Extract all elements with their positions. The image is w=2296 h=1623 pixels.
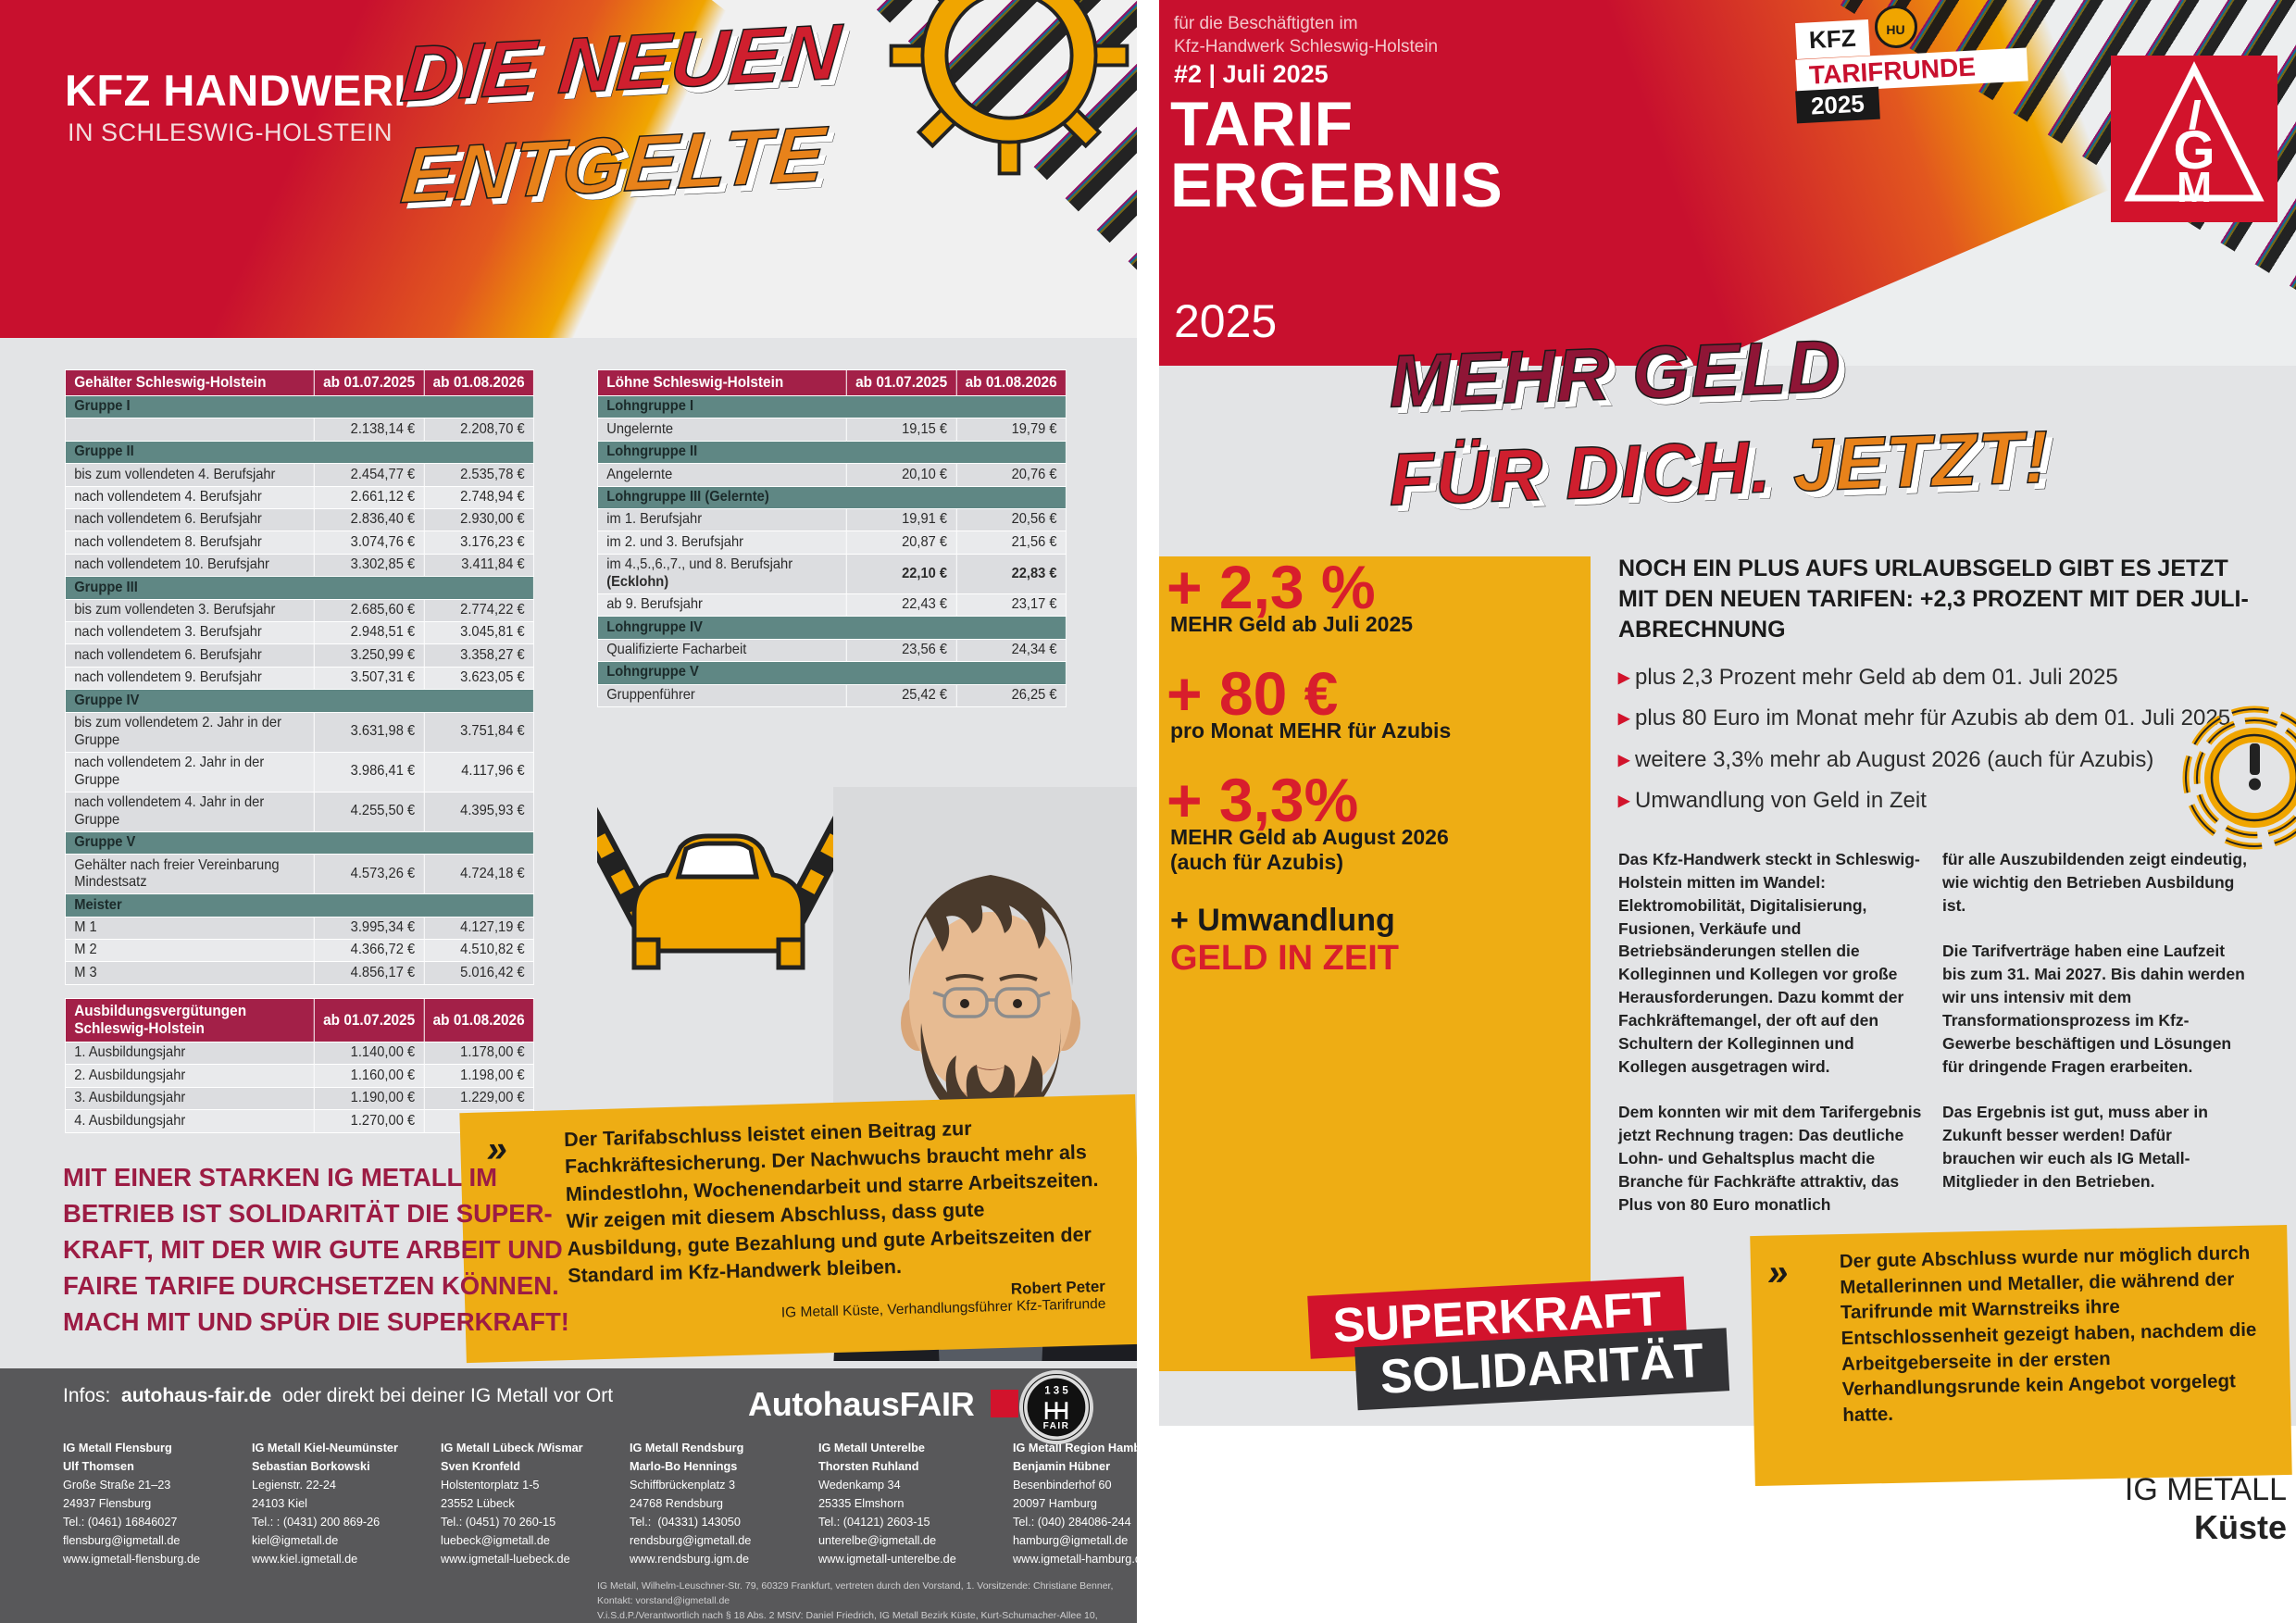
svg-text:M: M: [2177, 163, 2212, 211]
svg-text:FAIR: FAIR: [1043, 1421, 1070, 1431]
svg-text:1 3 5: 1 3 5: [1044, 1386, 1068, 1397]
